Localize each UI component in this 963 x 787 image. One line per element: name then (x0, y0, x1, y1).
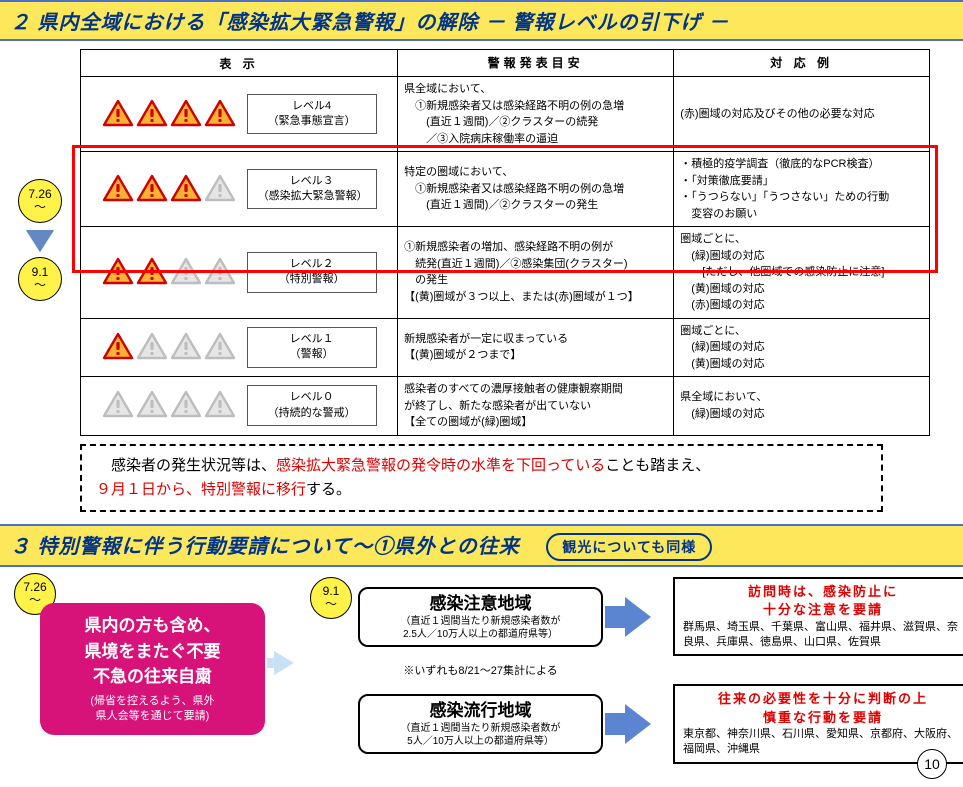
table-row: レベル4 （緊急事態宣言） 県全域において、 ①新規感染者又は感染経路不明の例の… (81, 77, 930, 152)
section3-title: ３ 特別警報に伴う行動要請について～①県外との往来 (10, 536, 520, 558)
pink-sub: (帰省を控えるよう、県外 県人会等を通じて要請) (52, 694, 253, 725)
warning-triangle-icon (102, 257, 134, 288)
warning-triangle-icon (204, 390, 236, 421)
warning-triangle-icon (170, 174, 202, 205)
col-display: 表 示 (81, 50, 398, 77)
criteria-cell: 新規感染者が一定に収まっている 【(黄)圏域が２つまで】 (398, 318, 674, 377)
warning-triangle-icon (136, 390, 168, 421)
epidemic-region-box: 感染流行地域 （直近１週間当たり新規感染者数が 5人／10万人以上の都道府県等） (358, 694, 603, 754)
col-response: 対 応 例 (674, 50, 930, 77)
level-name: レベル4 (292, 100, 331, 112)
level-name: レベル２ (290, 258, 334, 270)
table-row: レベル３ （感染拡大緊急警報） 特定の圏域において、 ①新規感染者又は感染経路不… (81, 152, 930, 227)
level-sub: （持続的な警戒） (268, 407, 356, 419)
section2-body: 7.26 ～ 9.1 ～ 表 示 警報発表目安 対 応 例 レベル4 （緊急事態… (0, 49, 963, 436)
table-header-row: 表 示 警報発表目安 対 応 例 (81, 50, 930, 77)
criteria-cell: ①新規感染者の増加、感染経路不明の例が 続発(直近１週間)／②感染集団(クラスタ… (398, 227, 674, 319)
col-criteria: 警報発表目安 (398, 50, 674, 77)
display-cell: レベル３ （感染拡大緊急警報） (81, 152, 398, 227)
level-label-box: レベル０ （持続的な警戒） (247, 385, 377, 426)
warning-triangle-icon (170, 390, 202, 421)
level-sub: （警報） (290, 348, 334, 360)
caution-region-box: 感染注意地域 （直近１週間当たり新規感染者数が 2.5人／10万人以上の都道府県… (358, 587, 603, 647)
table-row: レベル１ （警報） 新規感染者が一定に収まっている 【(黄)圏域が２つまで】圏域… (81, 318, 930, 377)
display-cell: レベル０ （持続的な警戒） (81, 377, 398, 436)
date-badge-from: 7.26 ～ (18, 179, 62, 223)
page-number: 10 (917, 749, 947, 779)
table-row: レベル２ （特別警報） ①新規感染者の増加、感染経路不明の例が 続発(直近１週間… (81, 227, 930, 319)
alert-level-table: 表 示 警報発表目安 対 応 例 レベル4 （緊急事態宣言） 県全域において、 … (80, 49, 930, 436)
date-badge-to: 9.1 ～ (18, 257, 62, 301)
criteria-cell: 感染者のすべての濃厚接触者の健康観察期間 が終了し、新たな感染者が出ていない 【… (398, 377, 674, 436)
pink-main: 県内の方も含め、 県境をまたぐ不要 不急の往来自粛 (85, 616, 221, 686)
epidemic-prefectures: 往来の必要性を十分に判断の上 慎重な行動を要請 東京都、神奈川県、石川県、愛知県… (673, 684, 963, 763)
level-name: レベル３ (290, 175, 334, 187)
level-name: レベル１ (290, 333, 334, 345)
display-cell: レベル１ （警報） (81, 318, 398, 377)
warning-triangle-icon (136, 174, 168, 205)
down-arrow-icon (26, 231, 54, 253)
s3-date-to: 9.1 ～ (310, 577, 352, 619)
level-sub: （感染拡大緊急警報） (258, 190, 368, 202)
section2-header: ２ 県内全域における「感染拡大緊急警報」の解除 － 警報レベルの引下げ － (0, 0, 963, 41)
warning-triangle-icon (204, 257, 236, 288)
criteria-cell: 特定の圏域において、 ①新規感染者又は感染経路不明の例の急増 (直近１週間)／②… (398, 152, 674, 227)
section2-title: ２ 県内全域における「感染拡大緊急警報」の解除 － 警報レベルの引下げ － (10, 12, 729, 34)
transition-note: 感染者の発生状況等は、感染拡大緊急警報の発令時の水準を下回っていることも踏まえ、… (80, 444, 883, 512)
section3-header: ３ 特別警報に伴う行動要請について～①県外との往来 観光についても同様 (0, 524, 963, 568)
table-row: レベル０ （持続的な警戒） 感染者のすべての濃厚接触者の健康観察期間 が終了し、… (81, 377, 930, 436)
criteria-cell: 県全域において、 ①新規感染者又は感染経路不明の例の急増 (直近１週間)／②クラ… (398, 77, 674, 152)
warning-triangle-icon (102, 174, 134, 205)
response-cell: ・積極的疫学調査（徹底的なPCR検査） ・「対策徹底要請」 ・「うつらない」「う… (674, 152, 930, 227)
warning-triangle-icon (170, 99, 202, 130)
display-cell: レベル２ （特別警報） (81, 227, 398, 319)
refrain-travel-box: 県内の方も含め、 県境をまたぐ不要 不急の往来自粛 (帰省を控えるよう、県外 県… (40, 603, 265, 734)
level-sub: （特別警報） (279, 273, 345, 285)
level-label-box: レベル4 （緊急事態宣言） (247, 94, 377, 135)
aggregation-note: ※いずれも8/21～27集計による (358, 662, 603, 678)
warning-triangle-icon (204, 174, 236, 205)
section3-right-column: 9.1 ～ 感染注意地域 （直近１週間当たり新規感染者数が 2.5人／10万人以… (310, 577, 963, 763)
warning-triangle-icon (170, 332, 202, 363)
warning-triangle-icon (170, 257, 202, 288)
level-label-box: レベル３ （感染拡大緊急警報） (247, 169, 377, 210)
warning-triangle-icon (204, 332, 236, 363)
warning-triangle-icon (102, 332, 134, 363)
level-label-box: レベル１ （警報） (247, 327, 377, 368)
level-sub: （緊急事態宣言） (268, 115, 356, 127)
response-cell: 県全域において、 (緑)圏域の対応 (674, 377, 930, 436)
level-name: レベル０ (290, 391, 334, 403)
warning-triangle-icon (102, 390, 134, 421)
section3-body: 7.26 ～ 県内の方も含め、 県境をまたぐ不要 不急の往来自粛 (帰省を控える… (0, 567, 963, 787)
warning-triangle-icon (136, 332, 168, 363)
big-arrow-icon (625, 704, 651, 744)
level-label-box: レベル２ （特別警報） (247, 252, 377, 293)
warning-triangle-icon (136, 257, 168, 288)
response-cell: (赤)圏域の対応及びその他の必要な対応 (674, 77, 930, 152)
big-arrow-icon (625, 597, 651, 637)
display-cell: レベル4 （緊急事態宣言） (81, 77, 398, 152)
warning-triangle-icon (136, 99, 168, 130)
arrow-right-small (274, 651, 294, 675)
warning-triangle-icon (204, 99, 236, 130)
response-cell: 圏域ごとに、 (緑)圏域の対応 [ただし、他圏域での感染防止に注意] (黄)圏域… (674, 227, 930, 319)
response-cell: 圏域ごとに、 (緑)圏域の対応 (黄)圏域の対応 (674, 318, 930, 377)
caution-prefectures: 訪問時は、感染防止に 十分な注意を要請 群馬県、埼玉県、千葉県、富山県、福井県、… (673, 577, 963, 656)
warning-triangle-icon (102, 99, 134, 130)
tourism-badge: 観光についても同様 (546, 533, 712, 561)
